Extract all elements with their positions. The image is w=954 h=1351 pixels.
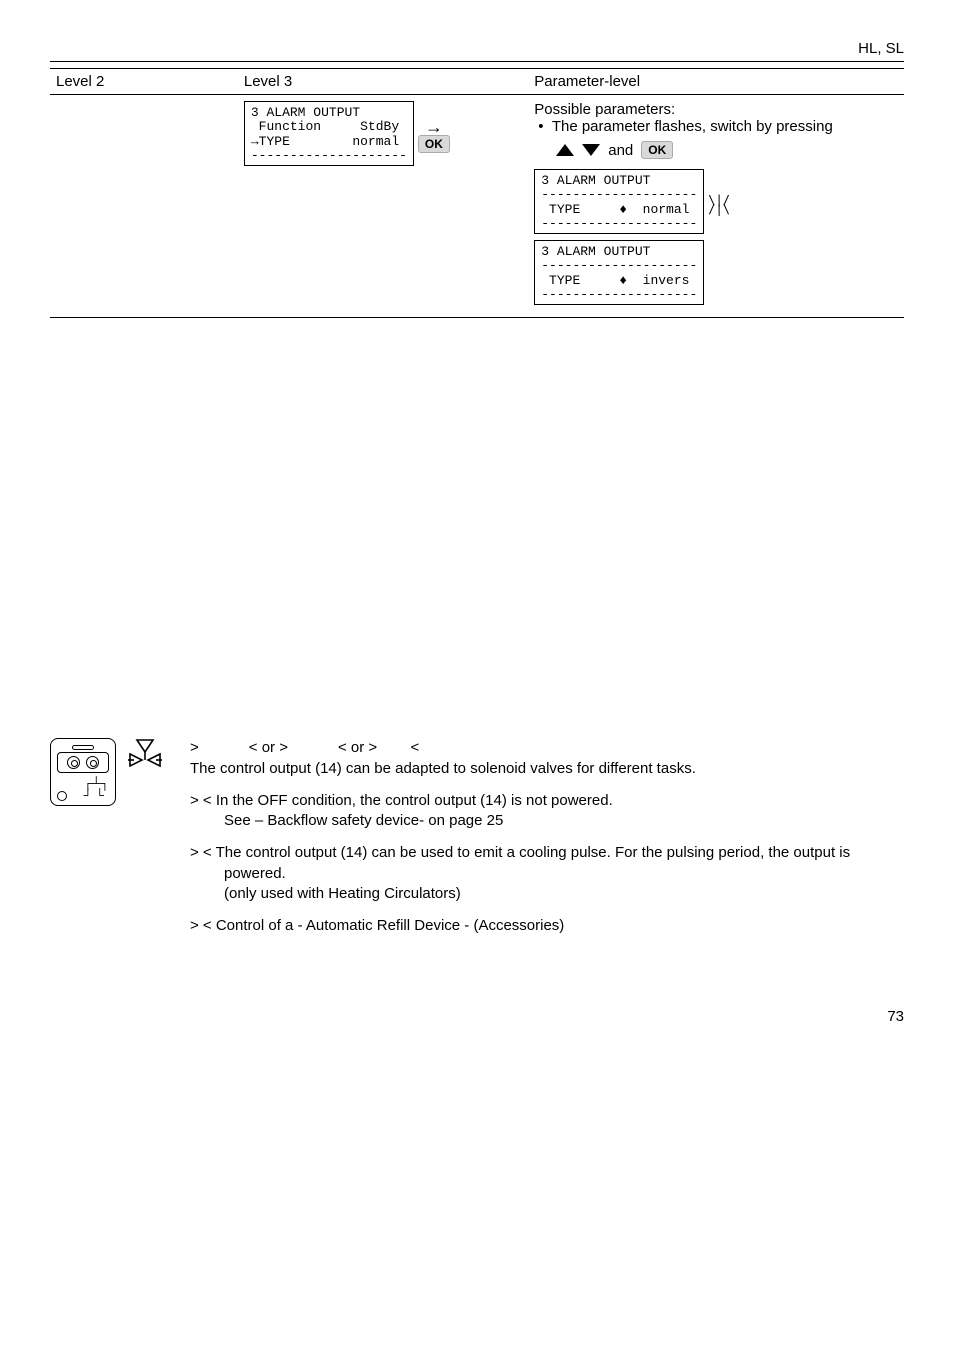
page-header: HL, SL — [50, 40, 904, 62]
arrow-ok-icon: → OK — [418, 120, 450, 152]
col-level3: Level 3 — [238, 69, 528, 95]
cell-level3: 3 ALARM OUTPUT Function StdBy →TYPE norm… — [238, 95, 528, 318]
ok-button[interactable]: OK — [641, 141, 673, 159]
body-section: ┌┴┐┘ └ > < or > < or > < The control out… — [50, 738, 904, 948]
controller-icon: ┌┴┐┘ └ — [50, 738, 116, 806]
valve-icon — [128, 738, 162, 779]
cell-level2 — [50, 95, 238, 318]
item-refill: > < Control of a - Automatic Refill Devi… — [190, 916, 904, 936]
blink-icon: \|//|\ — [708, 196, 730, 213]
option-line: > < or > < or > < — [190, 739, 419, 756]
and-text: and — [608, 142, 633, 159]
col-paramlevel: Parameter-level — [528, 69, 904, 95]
item-off: > < In the OFF condition, the control ou… — [190, 791, 904, 832]
table-header-row: Level 2 Level 3 Parameter-level — [50, 69, 904, 95]
ok-button[interactable]: OK — [418, 135, 450, 153]
page-number: 73 — [50, 1008, 904, 1025]
table-row: 3 ALARM OUTPUT Function StdBy →TYPE norm… — [50, 95, 904, 318]
parameter-table: Level 2 Level 3 Parameter-level 3 ALARM … — [50, 68, 904, 318]
bullet-item: • The parameter flashes, switch by press… — [538, 118, 898, 159]
arrow-right-icon: → — [425, 120, 443, 134]
col-level2: Level 2 — [50, 69, 238, 95]
possible-label: Possible parameters: — [534, 101, 898, 118]
lcd-screen-2: 3 ALARM OUTPUT -------------------- TYPE… — [534, 169, 704, 234]
item-cooling: > < The control output (14) can be used … — [190, 843, 904, 904]
lcd-screen-1: 3 ALARM OUTPUT Function StdBy →TYPE norm… — [244, 101, 414, 166]
lcd-screen-3: 3 ALARM OUTPUT -------------------- TYPE… — [534, 240, 704, 305]
body-text: > < or > < or > < The control output (14… — [190, 738, 904, 948]
triangle-up-icon[interactable] — [556, 144, 574, 156]
intro-text: The control output (14) can be adapted t… — [190, 760, 696, 777]
triangle-down-icon[interactable] — [582, 144, 600, 156]
device-icons: ┌┴┐┘ └ — [50, 738, 162, 948]
cell-paramlevel: Possible parameters: • The parameter fla… — [528, 95, 904, 318]
